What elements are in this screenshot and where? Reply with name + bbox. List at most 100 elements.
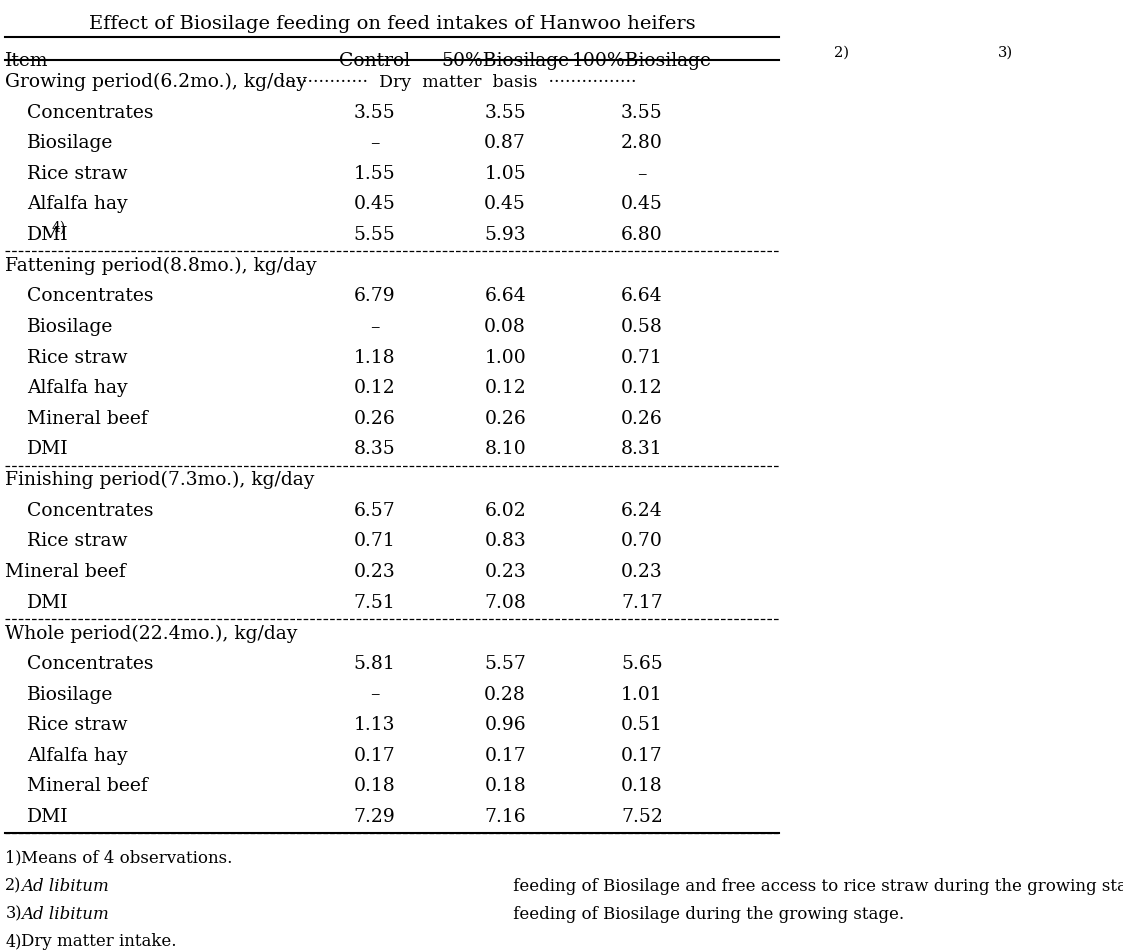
- Text: Item: Item: [6, 52, 48, 70]
- Text: 6.57: 6.57: [354, 502, 395, 520]
- Text: Finishing period(7.3mo.), kg/day: Finishing period(7.3mo.), kg/day: [6, 471, 314, 490]
- Text: 7.17: 7.17: [621, 593, 663, 611]
- Text: Concentrates: Concentrates: [27, 502, 154, 520]
- Text: 1.05: 1.05: [484, 165, 526, 183]
- Text: Rice straw: Rice straw: [27, 716, 128, 734]
- Text: 0.23: 0.23: [484, 563, 526, 581]
- Text: 7.51: 7.51: [354, 593, 395, 611]
- Text: Means of 4 observations.: Means of 4 observations.: [21, 850, 232, 867]
- Text: 7.29: 7.29: [354, 808, 395, 826]
- Text: –: –: [637, 165, 647, 183]
- Text: –: –: [369, 134, 380, 152]
- Text: 0.23: 0.23: [621, 563, 663, 581]
- Text: 0.18: 0.18: [621, 777, 663, 795]
- Text: 1): 1): [6, 850, 21, 867]
- Text: Rice straw: Rice straw: [27, 165, 128, 183]
- Text: Rice straw: Rice straw: [27, 533, 128, 551]
- Text: 6.79: 6.79: [354, 287, 395, 305]
- Text: 0.45: 0.45: [484, 195, 526, 213]
- Text: 0.18: 0.18: [484, 777, 526, 795]
- Text: 0.45: 0.45: [354, 195, 395, 213]
- Text: 1.18: 1.18: [354, 349, 395, 366]
- Text: DMI: DMI: [27, 440, 69, 458]
- Text: 6.64: 6.64: [621, 287, 663, 305]
- Text: 5.93: 5.93: [484, 226, 526, 244]
- Text: 8.31: 8.31: [621, 440, 663, 458]
- Text: 6.80: 6.80: [621, 226, 663, 244]
- Text: 1.13: 1.13: [354, 716, 395, 734]
- Text: DMI: DMI: [27, 226, 69, 244]
- Text: Whole period(22.4mo.), kg/day: Whole period(22.4mo.), kg/day: [6, 624, 298, 643]
- Text: 7.52: 7.52: [621, 808, 663, 826]
- Text: Biosilage: Biosilage: [27, 686, 113, 704]
- Text: –: –: [369, 318, 380, 336]
- Text: 0.26: 0.26: [484, 410, 526, 428]
- Text: 0.28: 0.28: [484, 686, 526, 704]
- Text: 0.26: 0.26: [621, 410, 663, 428]
- Text: 6.02: 6.02: [484, 502, 526, 520]
- Text: 3.55: 3.55: [484, 104, 526, 122]
- Text: 0.12: 0.12: [621, 379, 663, 398]
- Text: 0.87: 0.87: [484, 134, 526, 152]
- Text: 5.55: 5.55: [354, 226, 395, 244]
- Text: 7.08: 7.08: [484, 593, 526, 611]
- Text: 0.23: 0.23: [354, 563, 395, 581]
- Text: 0.45: 0.45: [621, 195, 663, 213]
- Text: Dry matter intake.: Dry matter intake.: [21, 933, 176, 950]
- Text: Alfalfa hay: Alfalfa hay: [27, 379, 128, 398]
- Text: 0.12: 0.12: [484, 379, 526, 398]
- Text: 3): 3): [998, 46, 1013, 60]
- Text: 3.55: 3.55: [621, 104, 663, 122]
- Text: Control: Control: [339, 52, 410, 70]
- Text: 100%Biosilage: 100%Biosilage: [572, 52, 712, 70]
- Text: 1.55: 1.55: [354, 165, 395, 183]
- Text: 50%Biosilage: 50%Biosilage: [441, 52, 569, 70]
- Text: 2): 2): [834, 46, 849, 60]
- Text: 3.55: 3.55: [354, 104, 395, 122]
- Text: 0.17: 0.17: [621, 747, 663, 765]
- Text: 0.71: 0.71: [621, 349, 663, 366]
- Text: 0.26: 0.26: [354, 410, 395, 428]
- Text: Alfalfa hay: Alfalfa hay: [27, 747, 128, 765]
- Text: 0.58: 0.58: [621, 318, 663, 336]
- Text: Rice straw: Rice straw: [27, 349, 128, 366]
- Text: 1.01: 1.01: [621, 686, 663, 704]
- Text: Alfalfa hay: Alfalfa hay: [27, 195, 128, 213]
- Text: 8.35: 8.35: [354, 440, 395, 458]
- Text: 3): 3): [6, 905, 21, 922]
- Text: 5.65: 5.65: [621, 655, 663, 673]
- Text: Concentrates: Concentrates: [27, 655, 154, 673]
- Text: Biosilage: Biosilage: [27, 318, 113, 336]
- Text: DMI: DMI: [27, 593, 69, 611]
- Text: Mineral beef: Mineral beef: [6, 563, 126, 581]
- Text: 0.51: 0.51: [621, 716, 663, 734]
- Text: Effect of Biosilage feeding on feed intakes of Hanwoo heifers: Effect of Biosilage feeding on feed inta…: [89, 15, 695, 33]
- Text: Ad libitum: Ad libitum: [21, 905, 109, 922]
- Text: 0.83: 0.83: [484, 533, 526, 551]
- Text: Concentrates: Concentrates: [27, 104, 154, 122]
- Text: 1.00: 1.00: [484, 349, 526, 366]
- Text: Ad libitum: Ad libitum: [21, 878, 109, 895]
- Text: 0.17: 0.17: [354, 747, 395, 765]
- Text: 0.12: 0.12: [354, 379, 395, 398]
- Text: Biosilage: Biosilage: [27, 134, 113, 152]
- Text: feeding of Biosilage during the growing stage.: feeding of Biosilage during the growing …: [509, 905, 904, 922]
- Text: 0.17: 0.17: [484, 747, 526, 765]
- Text: DMI: DMI: [27, 808, 69, 826]
- Text: 0.70: 0.70: [621, 533, 663, 551]
- Text: 5.81: 5.81: [354, 655, 395, 673]
- Text: Concentrates: Concentrates: [27, 287, 154, 305]
- Text: 6.24: 6.24: [621, 502, 663, 520]
- Text: 0.71: 0.71: [354, 533, 395, 551]
- Text: feeding of Biosilage and free access to rice straw during the growing stage.: feeding of Biosilage and free access to …: [509, 878, 1123, 895]
- Text: Fattening period(8.8mo.), kg/day: Fattening period(8.8mo.), kg/day: [6, 257, 317, 275]
- Text: 0.96: 0.96: [484, 716, 526, 734]
- Text: 8.10: 8.10: [484, 440, 526, 458]
- Text: Mineral beef: Mineral beef: [27, 777, 148, 795]
- Text: 2): 2): [6, 878, 21, 895]
- Text: 0.18: 0.18: [354, 777, 395, 795]
- Text: 7.16: 7.16: [484, 808, 526, 826]
- Text: –: –: [369, 686, 380, 704]
- Text: Growing period(6.2mo.), kg/day: Growing period(6.2mo.), kg/day: [6, 73, 308, 91]
- Text: 4): 4): [52, 221, 65, 235]
